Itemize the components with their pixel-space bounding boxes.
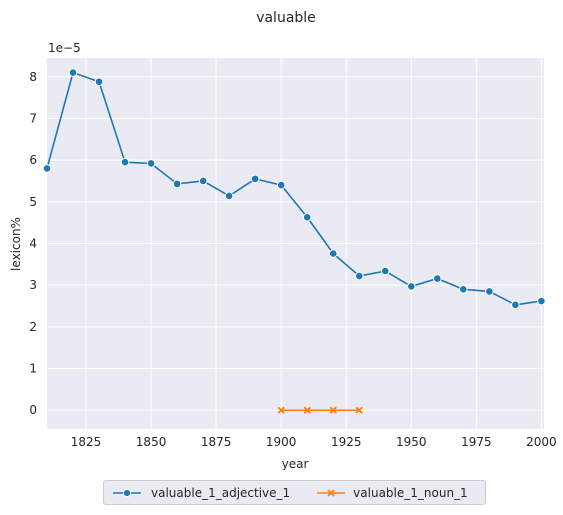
- legend-label-noun: valuable_1_noun_1: [353, 485, 468, 500]
- series-valuable_1_adjective_1: [42, 68, 546, 310]
- y-tick-label: 1: [29, 362, 37, 376]
- data-point: [250, 174, 260, 184]
- x-tick-label: 1850: [136, 435, 167, 449]
- series-line: [46, 71, 542, 306]
- legend-marker-x-icon: [317, 488, 346, 497]
- data-point: [328, 249, 338, 258]
- x-tick-label: 1950: [396, 435, 427, 449]
- data-point: [406, 282, 416, 291]
- data-point: [329, 406, 337, 414]
- series-layer: [42, 68, 546, 414]
- data-point: [198, 176, 208, 186]
- data-point: [355, 406, 363, 414]
- y-tick-labels: 0 1 2 3 4 5 6 7 8: [29, 70, 37, 417]
- x-tick-label: 1825: [71, 435, 102, 449]
- y-multiplier-label: 1e−5: [48, 41, 81, 55]
- legend-label-adjective: valuable_1_adjective_1: [151, 485, 291, 500]
- y-tick-label: 2: [29, 320, 37, 334]
- chart-title: valuable: [256, 10, 316, 26]
- data-point: [42, 164, 52, 173]
- data-point: [433, 274, 442, 283]
- x-axis-label: year: [282, 457, 309, 470]
- legend-item-noun: valuable_1_noun_1: [316, 486, 468, 500]
- legend-item-adjective: valuable_1_adjective_1: [112, 486, 290, 500]
- y-tick-label: 8: [29, 70, 37, 84]
- x-tick-label: 1925: [331, 435, 362, 449]
- data-point: [224, 191, 234, 201]
- data-point: [68, 68, 78, 77]
- data-point: [303, 406, 311, 414]
- data-point: [277, 406, 285, 414]
- series-valuable_1_noun_1: [277, 406, 363, 414]
- x-tick-labels: 1825 1850 1875 1900 1925 1950 1975 2000: [71, 435, 557, 449]
- data-point: [276, 180, 286, 190]
- y-tick-label: 7: [29, 111, 37, 125]
- data-point: [537, 296, 546, 306]
- x-tick-label: 2000: [526, 435, 557, 449]
- line-chart: valuable 1e−5 1825 1850 1875 1900 1925 1950 19…: [9, 10, 557, 470]
- legend: valuable_1_adjective_1 valuable_1_noun_1: [103, 480, 486, 505]
- y-axis-label: lexicon%: [9, 217, 23, 271]
- data-point: [485, 287, 494, 296]
- y-tick-label: 6: [29, 153, 37, 167]
- y-tick-label: 0: [29, 403, 37, 417]
- data-point: [120, 157, 130, 167]
- y-tick-label: 3: [29, 278, 37, 292]
- y-tick-label: 4: [29, 237, 37, 251]
- data-point: [146, 159, 156, 168]
- x-tick-label: 1900: [266, 435, 297, 449]
- y-tick-label: 5: [29, 195, 37, 209]
- data-point: [459, 285, 468, 294]
- data-point: [354, 271, 364, 281]
- x-tick-label: 1975: [461, 435, 492, 449]
- data-point: [511, 300, 520, 310]
- legend-marker-circle-icon: [113, 488, 141, 497]
- data-point: [172, 179, 182, 189]
- data-point: [302, 212, 312, 222]
- data-point: [380, 266, 390, 276]
- x-tick-label: 1875: [201, 435, 232, 449]
- data-point: [94, 77, 104, 87]
